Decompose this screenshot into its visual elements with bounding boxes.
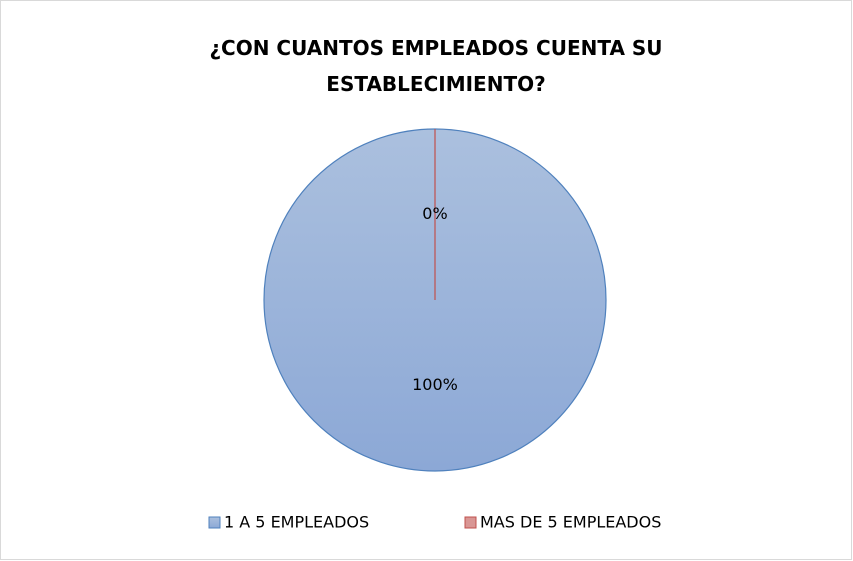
legend-label: 1 A 5 EMPLEADOS (224, 513, 369, 532)
chart-title: ¿CON CUANTOS EMPLEADOS CUENTA SU ESTABLE… (209, 36, 663, 96)
legend-label: MAS DE 5 EMPLEADOS (480, 513, 661, 532)
data-label: 0% (422, 204, 447, 223)
legend-swatch (208, 516, 221, 529)
data-label: 100% (412, 375, 458, 394)
legend-swatch (464, 516, 477, 529)
